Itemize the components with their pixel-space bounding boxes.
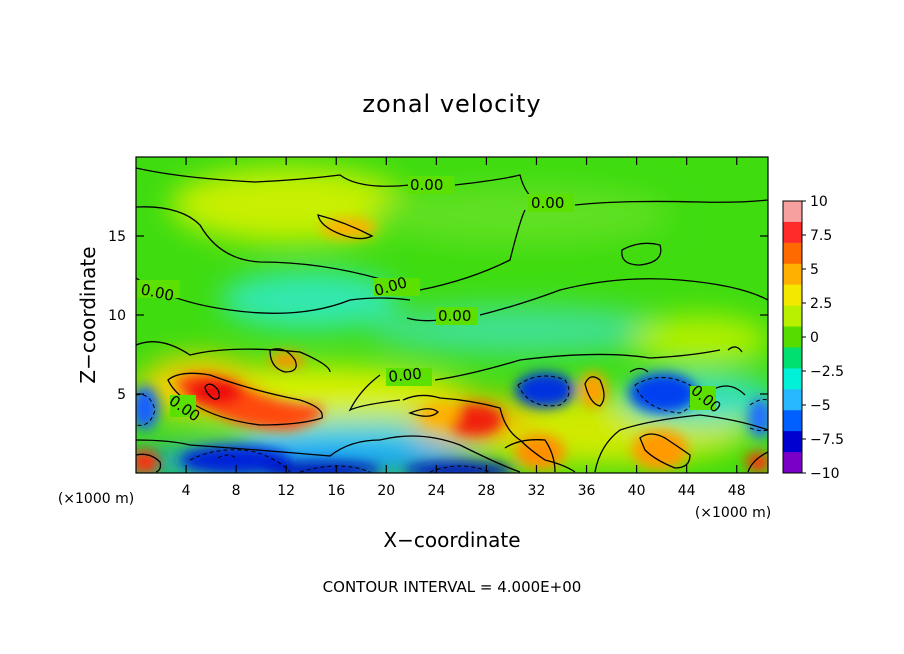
colorbar-swatch xyxy=(783,347,802,369)
x-tick-label: 44 xyxy=(678,483,696,499)
colorbar-swatch xyxy=(783,242,802,265)
colorbar-tick-label: −2.5 xyxy=(810,364,844,380)
colorbar-swatch xyxy=(783,452,802,474)
colorbar-swatch xyxy=(783,201,802,223)
x-axis-label: X−coordinate xyxy=(383,528,520,552)
y-tick-label: 10 xyxy=(108,308,126,324)
colorbar-swatch xyxy=(783,221,802,244)
y-axis-label: Z−coordinate xyxy=(76,246,100,383)
contour-label: 0.00 xyxy=(438,307,471,325)
colorbar-tick-label: 2.5 xyxy=(810,296,832,312)
contour-interval-note: CONTOUR INTERVAL = 4.000E+00 xyxy=(323,578,582,596)
x-tick-label: 40 xyxy=(628,483,646,499)
x-tick-label: 48 xyxy=(728,483,746,499)
colorbar-tick-label: −5 xyxy=(810,398,831,414)
colorbar-tick-label: 0 xyxy=(810,330,819,346)
x-tick-label: 12 xyxy=(277,483,295,499)
colorbar-swatch xyxy=(783,284,802,307)
x-tick-label: 8 xyxy=(232,483,241,499)
z-unit-label: (×1000 m) xyxy=(58,491,134,507)
colorbar-swatch xyxy=(783,410,802,432)
contour-label: 0.00 xyxy=(531,194,564,212)
x-tick-label: 4 xyxy=(182,483,191,499)
x-axis: 4 8 12 16 20 24 28 32 36 40 44 48 xyxy=(182,157,746,499)
x-tick-label: 32 xyxy=(528,483,546,499)
colorbar-swatch xyxy=(783,305,802,328)
y-tick-label: 15 xyxy=(108,229,126,245)
x-tick-label: 20 xyxy=(377,483,395,499)
colorbar-swatch xyxy=(783,431,802,453)
chart-title: zonal velocity xyxy=(362,90,541,118)
colorbar-swatch xyxy=(783,368,802,390)
x-tick-label: 36 xyxy=(578,483,596,499)
negative-contours xyxy=(136,375,768,473)
colorbar-tick-label: 7.5 xyxy=(810,228,832,244)
y-axis: 5 10 15 xyxy=(108,229,768,403)
x-tick-label: 28 xyxy=(478,483,496,499)
colorbar-tick-label: −10 xyxy=(810,466,840,482)
contour-label: 0.00 xyxy=(388,365,423,386)
colorbar: 10 7.5 5 2.5 0 −2.5 −5 −7.5 −10 xyxy=(782,194,844,482)
contour-lines xyxy=(136,167,768,473)
colorbar-tick-label: −7.5 xyxy=(810,432,844,448)
colorbar-swatch xyxy=(783,326,802,348)
colorbar-tick-label: 5 xyxy=(810,262,819,278)
y-tick-label: 5 xyxy=(117,387,126,403)
contour-label: 0.00 xyxy=(410,176,443,194)
colorbar-swatch xyxy=(783,263,802,286)
x-tick-label: 16 xyxy=(327,483,345,499)
contour-label-group: 0.00 0.00 0.00 0.00 0.00 0.00 0.00 0.00 xyxy=(138,176,725,425)
colorbar-swatch xyxy=(783,389,802,411)
x-tick-label: 24 xyxy=(427,483,445,499)
x-unit-label: (×1000 m) xyxy=(695,505,771,521)
colorbar-tick-label: 10 xyxy=(810,194,828,210)
